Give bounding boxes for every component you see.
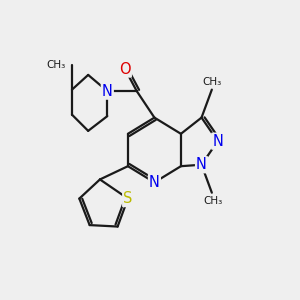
Text: N: N xyxy=(212,134,223,149)
Text: O: O xyxy=(119,61,131,76)
Text: N: N xyxy=(196,157,207,172)
Text: CH₃: CH₃ xyxy=(202,77,221,87)
Text: CH₃: CH₃ xyxy=(46,60,65,70)
Text: N: N xyxy=(102,84,113,99)
Text: S: S xyxy=(123,191,133,206)
Text: CH₃: CH₃ xyxy=(204,196,223,206)
Text: N: N xyxy=(149,175,160,190)
